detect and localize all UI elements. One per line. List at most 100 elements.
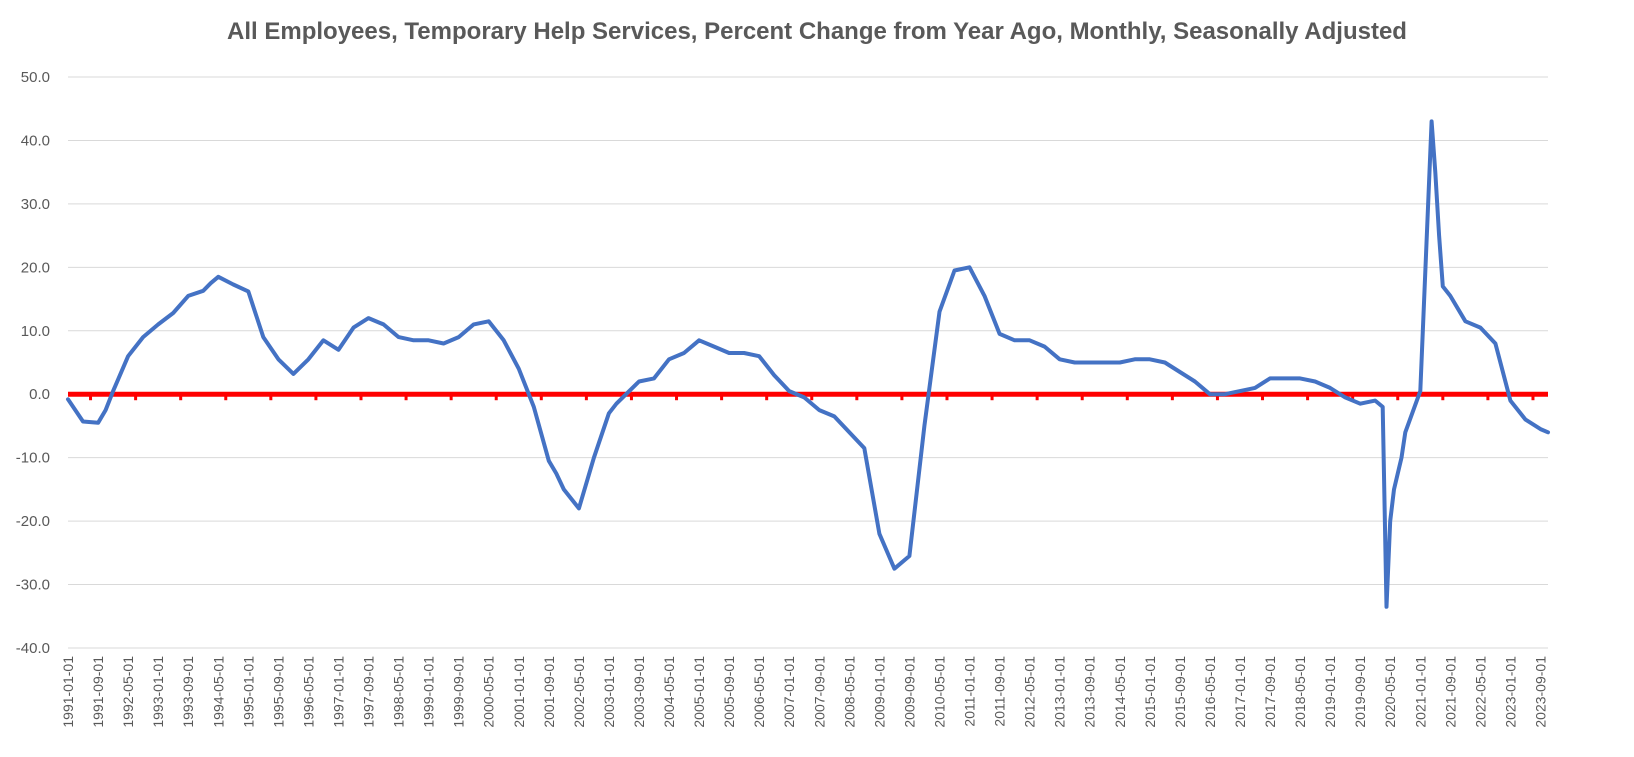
x-tick-label: 1995-01-01 [240,656,256,728]
zero-line-tick [1261,396,1265,401]
x-tick-label: 1993-09-01 [180,656,196,728]
x-tick-label: 1995-09-01 [270,656,286,728]
x-tick-label: 2018-05-01 [1292,656,1308,728]
zero-line-tick [1531,396,1535,401]
zero-line-tick [1170,396,1174,401]
zero-line-tick [1351,396,1355,401]
y-tick-label: -30.0 [16,577,50,594]
y-tick-label: -40.0 [16,640,50,657]
zero-line-tick [1080,396,1084,401]
x-tick-label: 2006-05-01 [751,656,767,728]
x-tick-label: 2011-01-01 [962,656,978,727]
zero-line-tick [629,396,633,401]
x-tick-label: 2021-01-01 [1412,656,1428,728]
x-tick-label: 1994-05-01 [210,656,226,728]
x-tick-label: 2011-09-01 [992,656,1008,727]
x-tick-label: 2008-05-01 [841,656,857,728]
zero-line-tick [584,396,588,401]
y-tick-label: -20.0 [16,513,50,530]
x-tick-label: 2005-09-01 [721,656,737,728]
x-tick-label: 2000-05-01 [481,656,497,728]
x-tick-label: 2005-01-01 [691,656,707,728]
zero-line-tick [179,396,183,401]
x-tick-label: 1999-09-01 [451,656,467,728]
x-tick-label: 2016-05-01 [1202,656,1218,728]
x-tick-label: 1991-09-01 [90,656,106,728]
zero-line-tick [404,396,408,401]
zero-line-tick [1396,396,1400,401]
x-tick-label: 1992-05-01 [120,656,136,728]
x-tick-label: 2012-05-01 [1022,656,1038,728]
gridlines [68,76,1548,649]
zero-line-tick [720,396,724,401]
x-tick-label: 2009-09-01 [901,656,917,728]
x-tick-label: 2001-01-01 [511,656,527,728]
zero-line-tick [1215,396,1219,401]
y-tick-label: 50.0 [21,69,50,86]
x-tick-label: 2007-09-01 [811,656,827,728]
zero-line-tick [1441,396,1445,401]
x-tick-label: 2007-01-01 [781,656,797,728]
zero-reference-line [68,391,1548,401]
x-tick-label: 2022-05-01 [1472,656,1488,728]
y-tick-label: -10.0 [16,450,50,467]
x-tick-label: 2013-09-01 [1082,656,1098,728]
x-tick-label: 2001-09-01 [541,656,557,728]
zero-line-tick [269,396,273,401]
x-tick-label: 2021-09-01 [1442,656,1458,728]
y-tick-label: 20.0 [21,259,50,276]
x-tick-label: 2003-01-01 [601,656,617,728]
x-tick-label: 2010-05-01 [931,656,947,728]
x-tick-label: 2013-01-01 [1052,656,1068,728]
zero-line-tick [224,396,228,401]
zero-line-tick [855,396,859,401]
zero-line-tick [494,396,498,401]
x-tick-label: 2004-05-01 [661,656,677,728]
series-layer [66,119,1550,609]
series-line-0 [66,119,1550,609]
x-tick-label: 1997-01-01 [330,656,346,728]
x-tick-label: 1996-05-01 [300,656,316,728]
x-tick-label: 2023-01-01 [1502,656,1518,728]
x-tick-label: 2003-09-01 [631,656,647,728]
zero-line-tick [89,396,93,401]
zero-line-tick [675,396,679,401]
zero-line-tick [1125,396,1129,401]
y-tick-label: 10.0 [21,323,50,340]
zero-line-tick [314,396,318,401]
x-tick-label: 2015-01-01 [1142,656,1158,728]
x-tick-label: 1993-01-01 [150,656,166,728]
x-tick-label: 2020-05-01 [1382,656,1398,728]
x-tick-label: 2023-09-01 [1532,656,1548,728]
zero-line-tick [945,396,949,401]
x-tick-label: 2017-01-01 [1232,656,1248,728]
x-tick-label: 1999-01-01 [421,656,437,728]
x-tick-label: 1997-09-01 [361,656,377,728]
x-tick-label: 2017-09-01 [1262,656,1278,728]
zero-line-tick [359,396,363,401]
zero-line-tick [134,396,138,401]
x-tick-label: 2009-01-01 [871,656,887,728]
zero-line-tick [449,396,453,401]
x-tick-label: 2019-09-01 [1352,656,1368,728]
zero-line-tick [810,396,814,401]
x-tick-label: 1991-01-01 [60,656,76,728]
x-tick-label: 2002-05-01 [571,656,587,728]
y-tick-label: 30.0 [21,196,50,213]
x-tick-label: 2019-01-01 [1322,656,1338,728]
zero-line-tick [900,396,904,401]
x-axis-ticks: 1991-01-01 1991-09-01 1992-05-01 1993-01-01… [60,656,1548,728]
x-tick-label: 1998-05-01 [391,656,407,728]
y-tick-label: 40.0 [21,132,50,149]
chart-title: All Employees, Temporary Help Services, … [227,18,1407,45]
zero-line-tick [1306,396,1310,401]
zero-line-tick [990,396,994,401]
x-tick-label: 2014-05-01 [1112,656,1128,728]
zero-line-tick [539,396,543,401]
y-axis-ticks: -40.0 -30.0 -20.0 -10.0 0.0 10.0 20.0 30.0 40.0 5… [16,69,50,657]
zero-line-tick [1486,396,1490,401]
y-tick-label: 0.0 [29,386,50,403]
x-tick-label: 2015-09-01 [1172,656,1188,728]
zero-line-tick [1035,396,1039,401]
